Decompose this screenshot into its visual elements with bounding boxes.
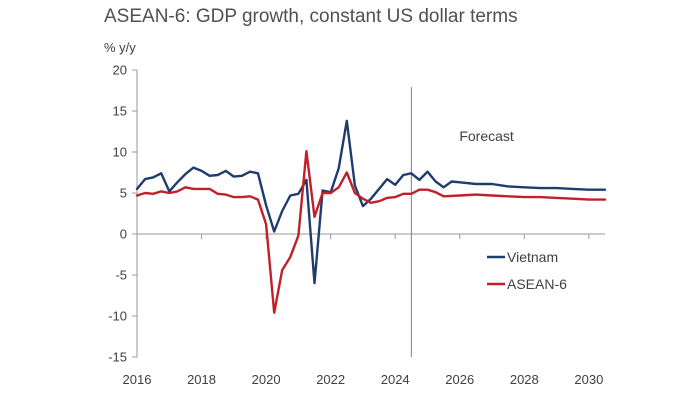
y-tick-label: 20 (113, 63, 127, 78)
axes-group (132, 69, 605, 358)
y-tick-label: -15 (108, 350, 127, 365)
labels-group: -15 -10 -5 0 5 10 15 20 2016 2018 2020 2022 2024 2026… (108, 63, 603, 388)
forecast-label: Forecast (459, 128, 514, 144)
legend-entry: Vietnam (507, 249, 558, 265)
series-group (135, 119, 607, 314)
series-line-vietnam (135, 119, 607, 285)
y-axis-label: % y/y (104, 40, 136, 55)
x-tick-label: 2026 (445, 372, 474, 387)
series-line-asean-6 (135, 150, 607, 314)
x-tick-label: 2020 (252, 372, 281, 387)
y-tick-label: 15 (113, 104, 127, 119)
y-tick-label: 0 (120, 227, 127, 242)
legend-entry: ASEAN-6 (507, 276, 567, 292)
y-tick-label: 10 (113, 145, 127, 160)
x-tick-label: 2018 (187, 372, 216, 387)
y-tick-label: -10 (108, 309, 127, 324)
x-tick-label: 2022 (316, 372, 345, 387)
chart-title: ASEAN-6: GDP growth, constant US dollar … (104, 6, 518, 27)
y-tick-label: -5 (115, 268, 127, 283)
x-tick-label: 2016 (123, 372, 152, 387)
x-tick-label: 2030 (574, 372, 603, 387)
y-tick-label: 5 (120, 186, 127, 201)
x-tick-label: 2028 (510, 372, 539, 387)
x-tick-label: 2024 (381, 372, 410, 387)
